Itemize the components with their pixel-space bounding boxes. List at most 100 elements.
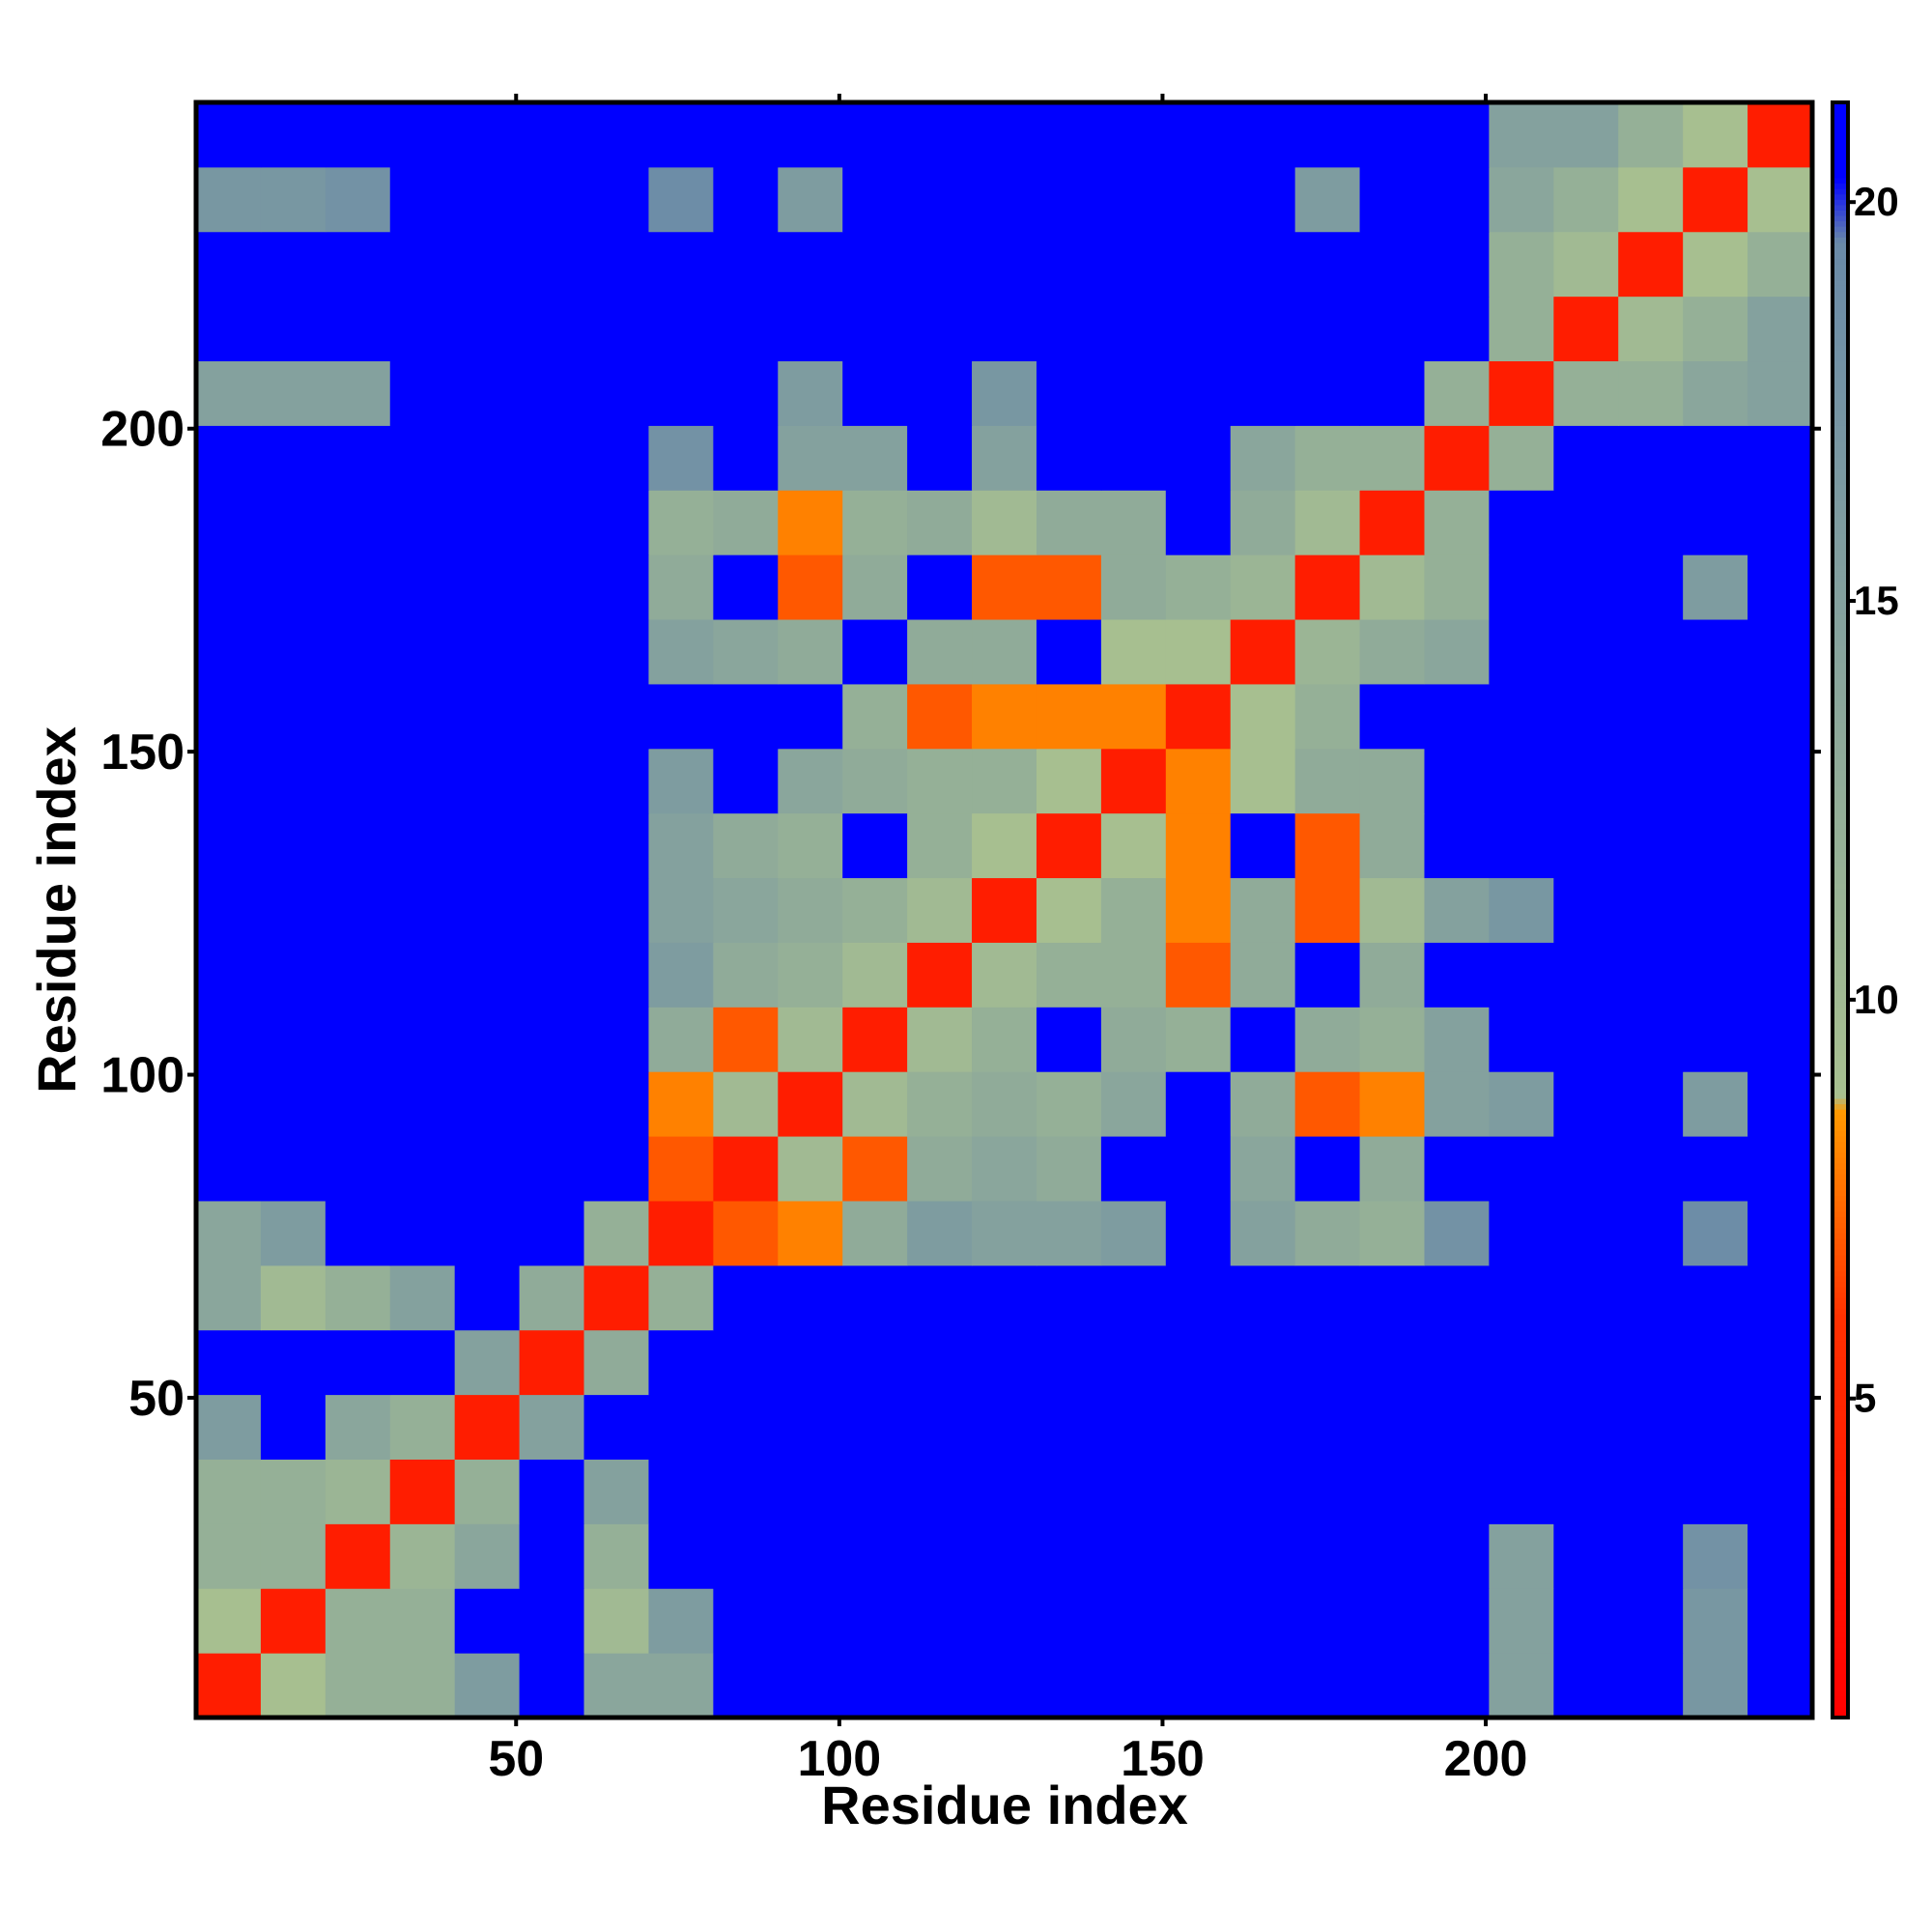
colorbar-segment [1833, 818, 1848, 825]
heatmap-cell [1036, 296, 1102, 362]
colorbar-segment [1833, 532, 1848, 539]
colorbar-segment [1833, 861, 1848, 867]
heatmap-cell [1230, 1588, 1296, 1654]
colorbar-segment [1833, 1329, 1848, 1336]
heatmap-cell [1294, 1200, 1361, 1266]
heatmap-cell [1230, 1264, 1296, 1331]
colorbar-segment [1833, 1432, 1848, 1438]
colorbar-segment [1833, 630, 1848, 637]
colorbar-segment [1833, 565, 1848, 572]
colorbar-segment [1833, 758, 1848, 766]
heatmap-cell [519, 1136, 585, 1202]
heatmap-cell [1230, 1136, 1296, 1202]
heatmap-cell [260, 1136, 327, 1202]
heatmap-cell [842, 1200, 908, 1266]
heatmap-cell [972, 296, 1037, 362]
heatmap-cell [1683, 554, 1748, 620]
heatmap-cell [907, 360, 973, 426]
heatmap-cell [1424, 877, 1490, 943]
colorbar-segment [1833, 1093, 1848, 1099]
colorbar-segment [1833, 404, 1848, 411]
heatmap-cell [1489, 1264, 1554, 1331]
colorbar-segment [1833, 1340, 1848, 1347]
colorbar-segment [1833, 570, 1848, 577]
colorbar-segment [1833, 527, 1848, 534]
heatmap-cell [1230, 554, 1296, 620]
colorbar-segment [1833, 1264, 1848, 1271]
colorbar-segment [1833, 1076, 1848, 1083]
heatmap-cell [1747, 748, 1813, 814]
heatmap-cell [1036, 1200, 1102, 1266]
heatmap-cell [842, 683, 908, 750]
colorbar-segment [1833, 1636, 1848, 1643]
heatmap-cell [454, 231, 521, 298]
heatmap-cell [454, 1459, 521, 1524]
colorbar-segment [1833, 1674, 1848, 1681]
heatmap-cell [196, 360, 262, 426]
colorbar-segment [1833, 1254, 1848, 1261]
heatmap-cell [325, 1071, 391, 1137]
heatmap-cell [778, 490, 843, 555]
heatmap-cell [389, 1136, 456, 1202]
heatmap-cell [778, 1459, 843, 1524]
heatmap-cell [972, 554, 1037, 620]
heatmap-cell [648, 1394, 714, 1460]
colorbar-segment [1833, 952, 1848, 959]
heatmap-cell [907, 231, 973, 298]
colorbar-segment [1833, 1356, 1848, 1363]
colorbar-segment [1833, 1701, 1848, 1708]
colorbar-segment [1833, 829, 1848, 836]
heatmap-cell [1036, 1523, 1102, 1589]
heatmap-cell [1489, 619, 1554, 685]
colorbar-segment [1833, 980, 1848, 986]
heatmap-cell [519, 1200, 585, 1266]
heatmap-cell [454, 1523, 521, 1589]
heatmap-cell [1683, 683, 1748, 750]
heatmap-cell [1294, 1329, 1361, 1396]
colorbar-segment [1833, 823, 1848, 830]
heatmap-cell [907, 1523, 973, 1589]
colorbar-segment [1833, 1184, 1848, 1191]
heatmap-cell [1359, 683, 1425, 750]
colorbar-segment [1833, 1249, 1848, 1256]
y-tick-label: 50 [128, 1371, 185, 1427]
colorbar-segment [1833, 1690, 1848, 1697]
colorbar-segment [1833, 640, 1848, 647]
heatmap-cell [260, 1264, 327, 1331]
heatmap-cell [1230, 102, 1296, 168]
heatmap-cell [648, 296, 714, 362]
heatmap-cell [325, 812, 391, 879]
colorbar-segment [1833, 226, 1848, 233]
colorbar-segment [1833, 969, 1848, 976]
heatmap-cell [713, 1394, 779, 1460]
heatmap-cell [713, 296, 779, 362]
heatmap-cell [260, 166, 327, 233]
heatmap-cell [325, 296, 391, 362]
heatmap-cell [260, 1200, 327, 1266]
x-tick-label: 100 [797, 1731, 881, 1787]
y-tick-label: 100 [100, 1048, 185, 1104]
heatmap-cell [778, 1329, 843, 1396]
heatmap-cell [583, 490, 649, 555]
heatmap-cell [1359, 877, 1425, 943]
colorbar-segment [1833, 770, 1848, 777]
colorbar-segment [1833, 1049, 1848, 1056]
heatmap-cell [1230, 1523, 1296, 1589]
heatmap-cell [1230, 490, 1296, 555]
heatmap-cell [1294, 1136, 1361, 1202]
colorbar-segment [1833, 1491, 1848, 1497]
colorbar-segment [1833, 296, 1848, 302]
colorbar-segment [1833, 796, 1848, 804]
heatmap-cell [196, 1394, 262, 1460]
heatmap-cell [1294, 490, 1361, 555]
heatmap-cell [1618, 554, 1684, 620]
heatmap-cell [1747, 1264, 1813, 1331]
colorbar-segment [1833, 1647, 1848, 1654]
colorbar-segment [1833, 1550, 1848, 1557]
heatmap-cell [1683, 1588, 1748, 1654]
colorbar-segment [1833, 834, 1848, 841]
heatmap-cell [1553, 1071, 1619, 1137]
heatmap-cell [1294, 1264, 1361, 1331]
colorbar-segment [1833, 328, 1848, 335]
colorbar-segment [1833, 1071, 1848, 1078]
